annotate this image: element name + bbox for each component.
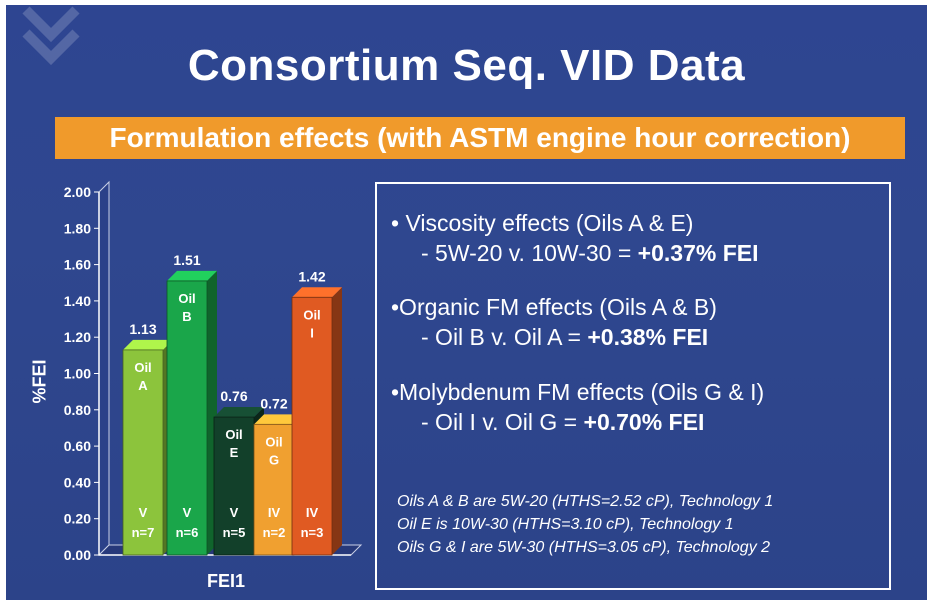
- note-line: Oil E is 10W-30 (HTHS=3.10 cP), Technolo…: [397, 516, 734, 533]
- y-tick-label: 1.40: [64, 293, 91, 309]
- slide: Consortium Seq. VID Data Formulation eff…: [6, 5, 927, 600]
- slide-title: Consortium Seq. VID Data: [187, 41, 746, 90]
- bar: [253, 423, 295, 556]
- bar-category-label: V: [183, 505, 192, 520]
- bar-top: [214, 407, 264, 418]
- y-tick-label: 0.40: [64, 474, 91, 490]
- bar-top: [123, 339, 173, 350]
- bar: [166, 280, 208, 556]
- bar-oil-label: Oil: [225, 427, 242, 442]
- bullet-sub-text: - Oil B v. Oil A =: [421, 324, 588, 350]
- bar-oil-label: Oil: [134, 360, 151, 375]
- bullet-head: •Organic FM effects (Oils A & B): [391, 294, 717, 320]
- bullet-sub-text: - 5W-20 v. 10W-30 =: [421, 240, 638, 266]
- bar-value-label: 1.13: [129, 321, 156, 337]
- bar-n-label: n=2: [263, 525, 286, 540]
- bar-top: [167, 270, 217, 281]
- bar-oil-letter: A: [138, 378, 148, 393]
- y-tick-label: 2.00: [64, 184, 91, 200]
- bullet-viscosity: • Viscosity effects (Oils A & E) - 5W-20…: [391, 208, 759, 268]
- bullet-molybdenum-fm: •Molybdenum FM effects (Oils G & I) - Oi…: [391, 377, 764, 437]
- bullet-head: • Viscosity effects (Oils A & E): [391, 210, 694, 236]
- bar-chart: 0.00 0.20 0.40 0.60 0.80 1.00 1.20 1.40 1.60 1.80…: [64, 180, 363, 563]
- note-line: Oils A & B are 5W-20 (HTHS=2.52 cP), Tec…: [397, 493, 774, 510]
- y-tick-label: 0.60: [64, 438, 91, 454]
- bullet-sub-value: +0.70% FEI: [583, 409, 705, 435]
- y-tick-label: 0.20: [64, 511, 91, 527]
- y-tick-label: 0.80: [64, 402, 91, 418]
- bullet-sub-value: +0.37% FEI: [637, 240, 759, 266]
- bar-oil-label: Oil: [178, 291, 195, 306]
- chevron-decoration-icon: [22, 6, 80, 65]
- y-tick-label: 1.80: [64, 220, 91, 236]
- bar-category-label: V: [139, 505, 148, 520]
- bar-n-label: n=7: [132, 525, 155, 540]
- y-axis-label: %FEI: [29, 359, 50, 404]
- x-axis-label: FEI1: [207, 571, 246, 591]
- findings-panel: • Viscosity effects (Oils A & E) - 5W-20…: [375, 182, 891, 590]
- bar: [291, 296, 333, 556]
- bar-n-label: n=5: [223, 525, 246, 540]
- bar-value-label: 0.72: [260, 395, 287, 411]
- y-tick-label: 1.20: [64, 329, 91, 345]
- bar-n-label: n=6: [176, 525, 199, 540]
- bar: [122, 349, 164, 556]
- bullet-sub: - 5W-20 v. 10W-30 = +0.37% FEI: [391, 238, 759, 268]
- bar-oil-letter: G: [269, 452, 279, 467]
- y-tick-label: 1.60: [64, 257, 91, 273]
- note-line: Oils G & I are 5W-30 (HTHS=3.05 cP), Tec…: [397, 539, 771, 556]
- bullet-head: •Molybdenum FM effects (Oils G & I): [391, 379, 765, 405]
- bar-category-label: IV: [306, 505, 319, 520]
- bar-category-label: V: [230, 505, 239, 520]
- bullet-sub-value: +0.38% FEI: [587, 324, 709, 350]
- bar-oil-letter: I: [310, 325, 314, 340]
- bar: [213, 416, 255, 556]
- bar-oil-letter: E: [230, 445, 239, 460]
- bar-top: [292, 287, 342, 298]
- bar-value-label: 1.42: [298, 268, 325, 284]
- subtitle-banner: Formulation effects (with ASTM engine ho…: [55, 117, 905, 159]
- bar-n-label: n=3: [301, 525, 324, 540]
- y-tick-label: 1.00: [64, 366, 91, 382]
- bullet-organic-fm: •Organic FM effects (Oils A & B) - Oil B…: [391, 292, 717, 352]
- bar-oil-label: Oil: [265, 434, 282, 449]
- chart-side-wall: [98, 180, 110, 557]
- y-tick-label: 0.00: [64, 547, 91, 563]
- bullet-sub: - Oil I v. Oil G = +0.70% FEI: [391, 407, 764, 437]
- bullet-sub: - Oil B v. Oil A = +0.38% FEI: [391, 322, 717, 352]
- bar-top: [254, 414, 304, 425]
- bar-oil-label: Oil: [303, 307, 320, 322]
- bar-value-label: 0.76: [220, 388, 247, 404]
- bar-value-label: 1.51: [173, 252, 200, 268]
- bar-category-label: IV: [268, 505, 281, 520]
- bar-side: [332, 287, 342, 555]
- bullet-sub-text: - Oil I v. Oil G =: [421, 409, 584, 435]
- bar-oil-letter: B: [182, 309, 191, 324]
